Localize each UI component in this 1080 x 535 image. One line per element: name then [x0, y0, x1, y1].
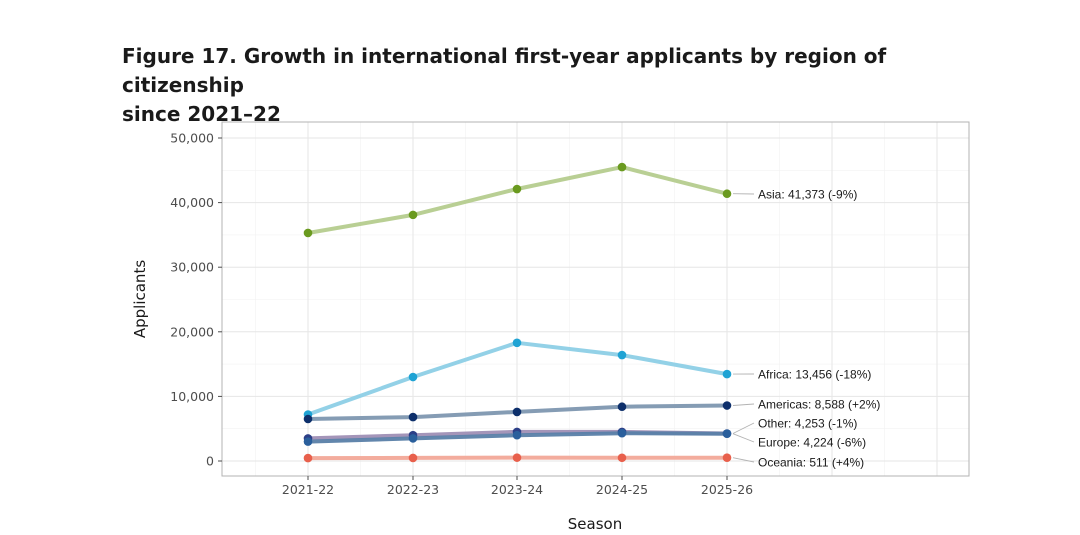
x-tick-label: 2022-23: [387, 482, 439, 497]
data-point-europe: [303, 437, 313, 446]
chart-title-line-1: Figure 17. Growth in international first…: [122, 44, 887, 97]
x-tick-label: 2021-22: [282, 482, 334, 497]
data-point-europe: [617, 428, 627, 438]
data-point-europe: [512, 430, 522, 440]
y-tick-label: 50,000: [170, 131, 214, 146]
data-point-asia: [408, 210, 418, 220]
label-leader-europe: [732, 433, 755, 443]
x-tick-label: 2024-25: [596, 482, 648, 497]
y-axis-ticks: 0 10,000 20,000 30,000 40,000 50,000: [170, 131, 222, 469]
data-point-africa: [722, 369, 732, 379]
x-axis-title: Season: [568, 515, 622, 533]
series-labels: Asia: 41,373 (-9%) Africa: 13,456 (-18%) A…: [732, 188, 880, 470]
data-point-americas: [722, 401, 732, 410]
series-label-asia: Asia: 41,373 (-9%): [758, 188, 857, 202]
data-point-oceania: [408, 453, 418, 463]
data-point-americas: [303, 414, 313, 424]
data-point-oceania: [512, 453, 522, 462]
series-label-europe: Europe: 4,224 (-6%): [758, 436, 866, 450]
y-tick-label: 10,000: [170, 389, 214, 404]
series-label-americas: Americas: 8,588 (+2%): [758, 398, 880, 412]
chart-title: Figure 17. Growth in international first…: [122, 42, 922, 129]
y-tick-label: 40,000: [170, 195, 214, 210]
data-point-americas: [408, 412, 418, 422]
series-label-other: Other: 4,253 (-1%): [758, 417, 857, 431]
y-tick-label: 30,000: [170, 260, 214, 275]
y-tick-label: 0: [206, 454, 214, 469]
data-point-africa: [617, 350, 627, 360]
label-leader-other: [732, 422, 755, 434]
data-point-oceania: [722, 453, 732, 462]
x-tick-label: 2023-24: [491, 482, 543, 497]
data-point-oceania: [617, 453, 627, 463]
plot-panel-border: [221, 121, 970, 477]
x-tick-label: 2025-26: [701, 482, 753, 497]
data-point-asia: [722, 189, 732, 199]
data-point-africa: [408, 372, 418, 382]
label-leader-americas: [732, 403, 755, 406]
data-point-asia: [617, 162, 627, 172]
label-leader-oceania: [732, 457, 755, 463]
data-point-asia: [303, 228, 313, 238]
data-point-europe: [722, 429, 732, 439]
series-label-africa: Africa: 13,456 (-18%): [758, 368, 871, 382]
x-axis-ticks: 2021-22 2022-23 2023-24 2024-25 2025-26: [282, 476, 753, 497]
y-axis-title: Applicants: [131, 260, 149, 338]
data-point-americas: [617, 402, 627, 412]
series-points: [303, 162, 732, 463]
data-point-africa: [512, 338, 522, 348]
data-point-oceania: [303, 453, 313, 463]
series-label-oceania: Oceania: 511 (+4%): [758, 456, 864, 470]
y-tick-label: 20,000: [170, 324, 214, 339]
data-point-europe: [408, 434, 418, 443]
data-point-americas: [512, 407, 522, 417]
data-point-asia: [512, 184, 522, 194]
